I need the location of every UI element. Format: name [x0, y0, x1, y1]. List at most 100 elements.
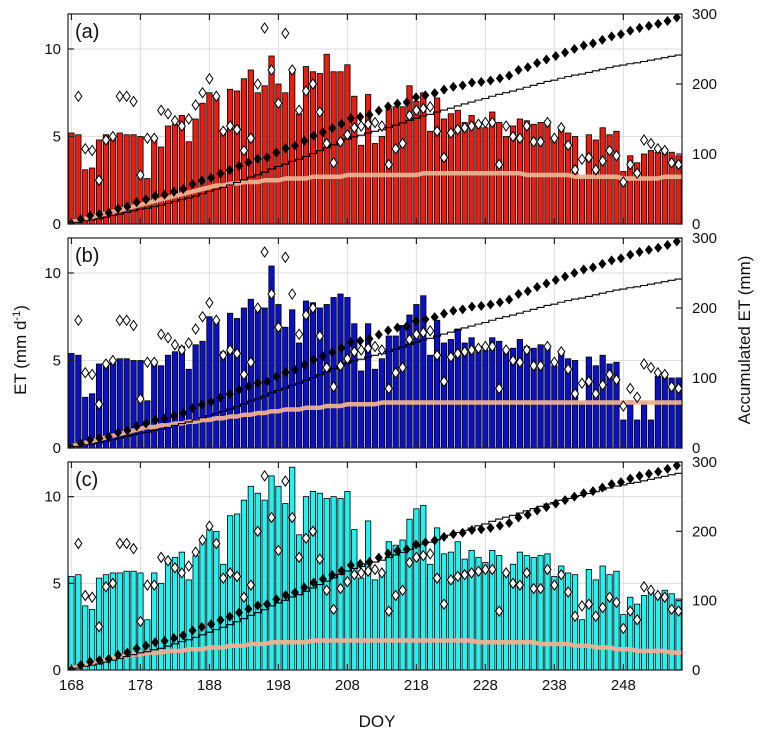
observed-daily-marker: [315, 553, 324, 565]
y-left-tick-label: 0: [53, 662, 61, 679]
et-bar: [330, 71, 337, 224]
observed-daily-marker: [205, 520, 214, 533]
et-bar: [371, 143, 379, 224]
observed-accumulated-marker: [141, 640, 150, 651]
observed-daily-marker: [212, 90, 221, 103]
observed-daily-marker: [184, 113, 193, 125]
et-bar: [427, 130, 434, 224]
et-bar: [489, 337, 496, 448]
et-bar: [116, 132, 123, 224]
et-bar: [433, 319, 441, 448]
observed-daily-marker: [253, 78, 262, 90]
observed-daily-marker: [391, 589, 400, 602]
observed-daily-marker: [488, 563, 497, 576]
observed-accumulated-marker: [467, 524, 476, 535]
et-bar: [233, 318, 241, 448]
observed-accumulated-marker: [169, 633, 178, 644]
observed-accumulated-marker: [207, 396, 216, 407]
observed-daily-marker: [122, 314, 131, 327]
observed-accumulated-marker: [439, 308, 448, 319]
et-bar: [406, 518, 413, 670]
et-bar: [509, 347, 517, 448]
observed-daily-marker: [426, 547, 435, 560]
observed-daily-marker: [226, 567, 235, 579]
observed-accumulated-marker: [449, 305, 458, 316]
observed-daily-marker: [377, 567, 387, 579]
observed-accumulated-marker: [672, 462, 681, 471]
observed-daily-marker: [281, 27, 290, 40]
et-bar: [647, 591, 655, 670]
et-bar: [199, 340, 206, 448]
observed-accumulated-marker: [551, 498, 560, 509]
observed-daily-marker: [122, 90, 131, 103]
y-left-tick-label: 0: [53, 440, 61, 457]
observed-accumulated-marker: [561, 495, 570, 506]
et-bar: [420, 92, 427, 224]
et-bar: [330, 496, 337, 670]
observed-accumulated-marker: [337, 342, 346, 353]
observed-daily-marker: [501, 344, 511, 356]
et-bar: [551, 139, 558, 224]
observed-accumulated-marker: [682, 9, 690, 19]
observed-accumulated-marker: [114, 649, 123, 660]
observed-daily-marker: [136, 393, 145, 405]
observed-accumulated-marker: [486, 522, 495, 533]
et-bar: [164, 354, 172, 448]
observed-daily-marker: [398, 361, 407, 374]
observed-daily-marker: [460, 121, 469, 134]
observed-accumulated-marker: [439, 84, 448, 95]
observed-accumulated-marker: [356, 111, 365, 122]
et-bar: [440, 342, 448, 448]
et-bar: [558, 565, 565, 670]
observed-daily-marker: [191, 99, 200, 111]
observed-daily-marker: [501, 567, 511, 579]
observed-daily-marker: [281, 251, 290, 264]
observed-daily-marker: [619, 400, 628, 412]
et-bar: [158, 146, 165, 224]
observed-accumulated-marker: [225, 611, 234, 622]
observed-accumulated-marker: [654, 18, 663, 29]
observed-accumulated-marker: [384, 548, 393, 559]
observed-daily-marker: [419, 326, 428, 339]
observed-accumulated-marker: [561, 271, 570, 282]
et-bar: [551, 576, 558, 670]
et-bar: [627, 400, 634, 448]
observed-daily-marker: [267, 288, 276, 300]
observed-accumulated-marker: [160, 635, 169, 646]
observed-daily-marker: [143, 132, 152, 145]
observed-accumulated-marker: [318, 574, 327, 585]
observed-daily-marker: [550, 579, 559, 591]
observed-accumulated-marker: [169, 410, 178, 421]
observed-accumulated-marker: [663, 240, 672, 250]
observed-daily-marker: [432, 349, 442, 362]
observed-accumulated-marker: [169, 186, 178, 197]
et-bar: [578, 402, 586, 448]
observed-daily-marker: [308, 302, 318, 314]
observed-accumulated-marker: [551, 51, 560, 61]
et-bar: [489, 550, 496, 670]
et-bar: [620, 171, 627, 224]
observed-daily-marker: [191, 546, 200, 559]
observed-accumulated-marker: [421, 314, 430, 325]
et-bar: [433, 97, 441, 224]
ratio-line: [70, 638, 682, 670]
observed-daily-marker: [591, 163, 600, 176]
et-bar: [275, 485, 282, 670]
et-bar: [392, 106, 399, 224]
et-bar: [592, 579, 599, 670]
observed-accumulated-marker: [290, 140, 299, 151]
observed-daily-marker: [170, 114, 180, 127]
observed-accumulated-marker: [300, 135, 309, 146]
et-bar: [151, 139, 158, 224]
y-right-tick-label: 100: [692, 593, 717, 610]
observed-accumulated-marker: [654, 242, 663, 253]
observed-daily-marker: [88, 368, 97, 381]
panel-frame: [67, 13, 683, 225]
observed-accumulated-marker: [607, 479, 616, 490]
observed-accumulated-marker: [95, 209, 104, 220]
observed-daily-marker: [101, 358, 111, 370]
observed-accumulated-marker: [402, 544, 411, 555]
observed-daily-marker: [626, 382, 635, 395]
observed-daily-marker: [550, 356, 559, 369]
